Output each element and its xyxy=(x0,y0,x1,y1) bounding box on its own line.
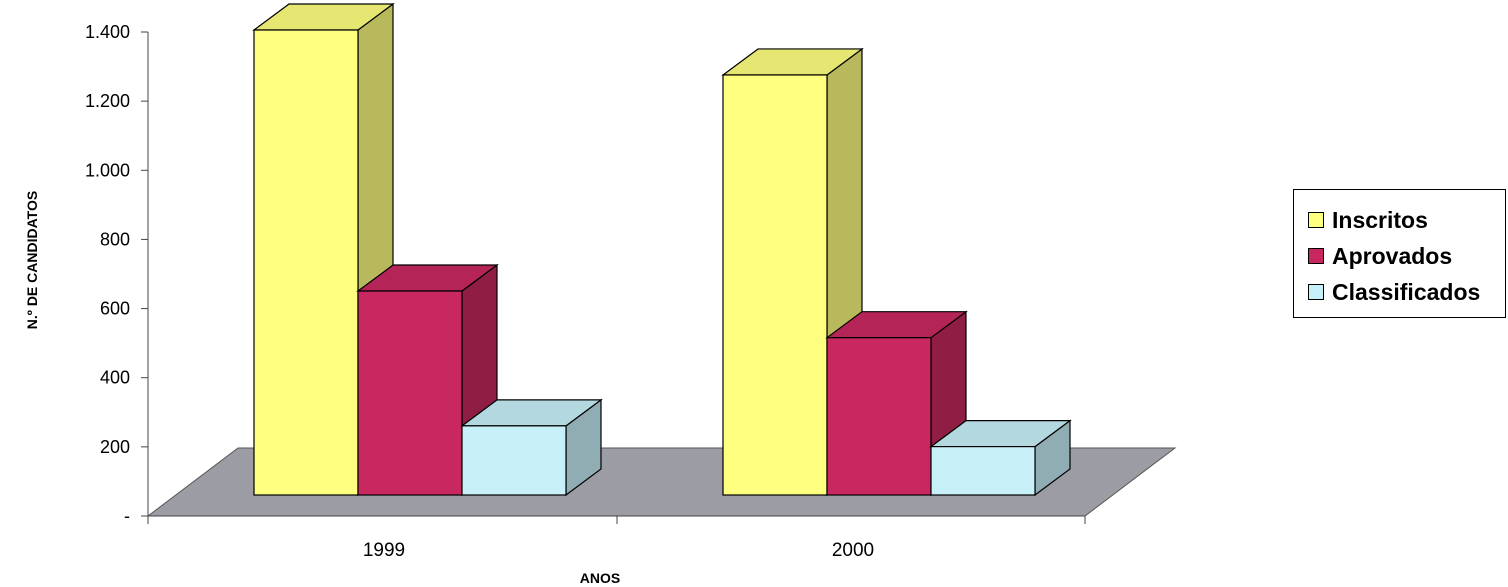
x-tick-label: 2000 xyxy=(832,540,874,561)
bars xyxy=(252,2,1072,497)
y-tick-label: 800 xyxy=(100,229,130,249)
x-tick-label: 1999 xyxy=(363,540,405,561)
legend-item: Aprovados xyxy=(1308,238,1505,274)
y-axis: - 200 400 600 800 1.000 1.200 1.400 xyxy=(85,22,149,526)
y-tick-label: 200 xyxy=(100,437,130,457)
y-tick-label: - xyxy=(124,506,130,526)
y-tick-label: 400 xyxy=(100,368,130,388)
legend-swatch xyxy=(1308,212,1324,228)
x-axis-title: ANOS xyxy=(580,570,620,586)
legend-item: Classificados xyxy=(1308,274,1505,310)
bar-classificados-2000 xyxy=(929,419,1072,497)
legend-item: Inscritos xyxy=(1308,202,1505,238)
bar-front xyxy=(461,425,567,496)
y-tick-label: 600 xyxy=(100,299,130,319)
bar-classificados-1999 xyxy=(460,398,603,497)
bar-front xyxy=(930,446,1036,496)
legend-label: Inscritos xyxy=(1332,206,1428,233)
bar-front xyxy=(253,29,359,496)
y-axis-title: N.º DE CANDIDATOS xyxy=(24,191,40,329)
legend-swatch xyxy=(1308,284,1324,300)
legend-label: Aprovados xyxy=(1332,242,1453,269)
bar-front xyxy=(357,290,463,496)
y-tick-label: 1.400 xyxy=(85,22,130,42)
y-tick-label: 1.000 xyxy=(85,160,130,180)
legend: Inscritos Aprovados Classificados xyxy=(1293,189,1506,318)
bar-front xyxy=(826,337,932,496)
x-axis: 1999 2000 xyxy=(147,515,1086,561)
legend-swatch xyxy=(1308,248,1324,264)
legend-label: Classificados xyxy=(1332,278,1481,305)
bar-front xyxy=(722,74,828,496)
y-tick-label: 1.200 xyxy=(85,91,130,111)
